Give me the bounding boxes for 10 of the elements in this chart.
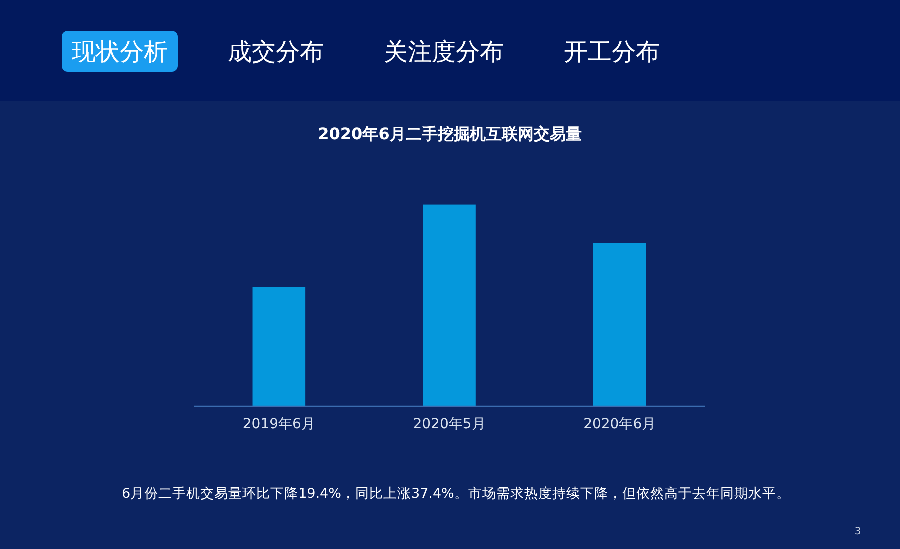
x-tick-label: 2019年6月 [242, 416, 316, 432]
text: 3 [854, 526, 862, 538]
text: 现状分析 [72, 38, 168, 66]
text: 开工分布 [564, 38, 660, 66]
x-tick-label: 2020年5月 [413, 416, 486, 432]
text: 成交分布 [228, 38, 324, 66]
text: 6月份二手机交易量环比下降19.4%，同比上涨37.4%。市场需求热度持续下降，但依然高于去年同期水平。 [122, 486, 790, 502]
text: 关注度分布 [384, 38, 504, 66]
x-tick-label: 2020年6月 [584, 416, 656, 432]
chart-title: 2020年6月二手挖掘机互联网交易量 [318, 124, 582, 144]
